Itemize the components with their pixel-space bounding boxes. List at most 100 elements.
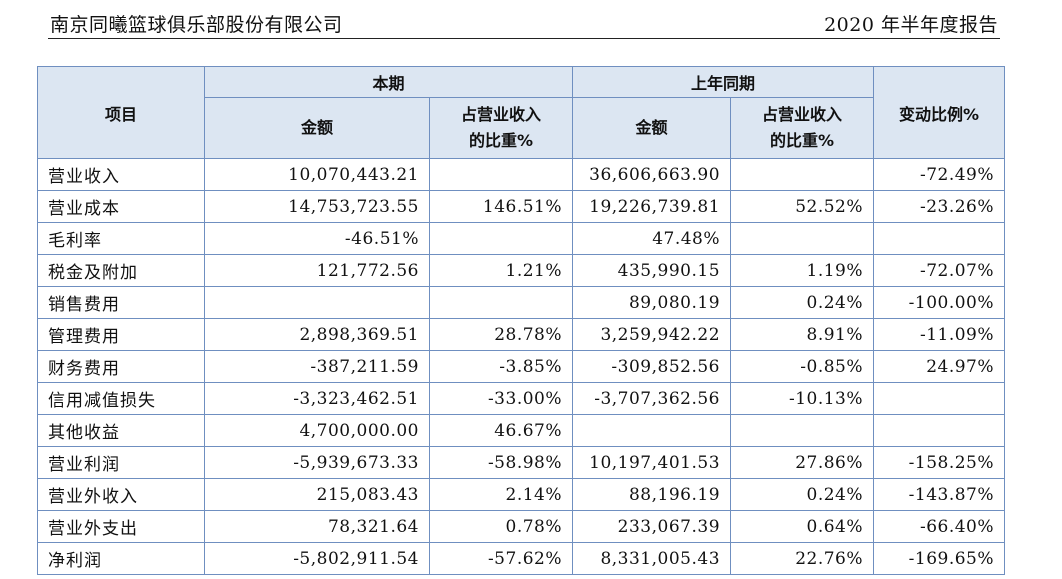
table-row: 营业外收入 215,083.43 2.14% 88,196.19 0.24% -143.8…: [37, 478, 1006, 511]
prior-amount-cell: [572, 414, 732, 447]
current-ratio-cell: -57.62%: [428, 542, 574, 575]
table-row: 营业外支出 78,321.64 0.78% 233,067.39 0.64% -66.40…: [37, 510, 1006, 543]
prior-amount-cell: 88,196.19: [572, 478, 732, 511]
table-row: 信用减值损失 -3,323,462.51 -33.00% -3,707,362.56-…: [37, 382, 1006, 415]
change-ratio-cell: 24.97%: [873, 350, 1006, 383]
header-prior-period: 上年同期: [572, 66, 875, 98]
row-item-cell: 营业成本: [37, 190, 205, 223]
header-prior-amount: 金额: [572, 97, 732, 159]
current-amount-cell: -5,939,673.33: [204, 446, 430, 479]
change-ratio-cell: -11.09%: [873, 318, 1006, 351]
current-ratio-cell: [428, 222, 574, 255]
header-change: 变动比例%: [873, 66, 1006, 159]
change-ratio-cell: -72.49%: [873, 158, 1006, 191]
header-current-period: 本期: [203, 66, 574, 98]
row-item-cell: 其他收益: [37, 414, 205, 447]
current-ratio-cell: 46.67%: [428, 414, 574, 447]
prior-amount-cell: 8,331,005.43: [572, 542, 732, 575]
prior-ratio-cell: 0.64%: [730, 510, 875, 543]
row-item-cell: 净利润: [37, 542, 205, 575]
prior-ratio-cell: -0.85%: [730, 350, 875, 383]
change-ratio-cell: -66.40%: [873, 510, 1006, 543]
current-amount-cell: 10,070,443.21: [204, 158, 430, 191]
table-row: 税金及附加 121,772.56 1.21% 435,990.15 1.19% -72.0…: [37, 254, 1006, 287]
prior-amount-cell: -3,707,362.56: [572, 382, 732, 415]
current-amount-cell: 2,898,369.51: [204, 318, 430, 351]
current-ratio-cell: [428, 286, 574, 319]
prior-ratio-cell: 8.91%: [730, 318, 875, 351]
current-ratio-cell: 146.51%: [428, 190, 574, 223]
prior-amount-cell: 233,067.39: [572, 510, 732, 543]
prior-amount-cell: 435,990.15: [572, 254, 732, 287]
change-ratio-cell: [873, 414, 1006, 447]
table-row: 毛利率 -46.51% 47.48%: [37, 222, 1006, 255]
change-ratio-cell: -143.87%: [873, 478, 1006, 511]
prior-amount-cell: 10,197,401.53: [572, 446, 732, 479]
table-row: 其他收益 4,700,000.00 46.67%: [37, 414, 1006, 447]
prior-amount-cell: 3,259,942.22: [572, 318, 732, 351]
change-ratio-cell: -100.00%: [873, 286, 1006, 319]
current-ratio-cell: 28.78%: [428, 318, 574, 351]
prior-ratio-cell: [730, 222, 875, 255]
prior-ratio-cell: 22.76%: [730, 542, 875, 575]
current-amount-cell: 121,772.56: [204, 254, 430, 287]
current-ratio-cell: -3.85%: [428, 350, 574, 383]
row-item-cell: 营业外支出: [37, 510, 205, 543]
prior-ratio-cell: [730, 414, 875, 447]
current-ratio-cell: [428, 158, 574, 191]
table-row: 财务费用 -387,211.59 -3.85% -309,852.56 -0.85% 24…: [37, 350, 1006, 383]
prior-ratio-cell: -10.13%: [730, 382, 875, 415]
row-item-cell: 管理费用: [37, 318, 205, 351]
prior-ratio-cell: [730, 158, 875, 191]
table-row: 营业利润 -5,939,673.33 -58.98% 10,197,401.53 27.…: [37, 446, 1006, 479]
row-item-cell: 销售费用: [37, 286, 205, 319]
table-body: 营业收入 10,070,443.21 36,606,663.90 -72.49% 营业成…: [37, 158, 1006, 575]
change-ratio-cell: -23.26%: [873, 190, 1006, 223]
income-statement-table: 项目 本期 上年同期 变动比例% 金额 占营业收入 的比重% 金额 占营业收入 …: [37, 66, 1006, 575]
prior-ratio-cell: 0.24%: [730, 478, 875, 511]
current-amount-cell: -387,211.59: [204, 350, 430, 383]
row-item-cell: 毛利率: [37, 222, 205, 255]
prior-amount-cell: -309,852.56: [572, 350, 732, 383]
current-amount-cell: 14,753,723.55: [204, 190, 430, 223]
table-row: 营业成本 14,753,723.55 146.51% 19,226,739.81 52.…: [37, 190, 1006, 223]
prior-amount-cell: 36,606,663.90: [572, 158, 732, 191]
row-item-cell: 信用减值损失: [37, 382, 205, 415]
row-item-cell: 营业外收入: [37, 478, 205, 511]
prior-amount-cell: 19,226,739.81: [572, 190, 732, 223]
report-title: 2020 年半年度报告: [824, 14, 998, 36]
change-ratio-cell: [873, 382, 1006, 415]
page-header: 南京同曦篮球俱乐部股份有限公司 2020 年半年度报告: [48, 6, 1000, 39]
prior-ratio-cell: 0.24%: [730, 286, 875, 319]
table-row: 销售费用 89,080.19 0.24% -100.00%: [37, 286, 1006, 319]
change-ratio-cell: -158.25%: [873, 446, 1006, 479]
current-amount-cell: 4,700,000.00: [204, 414, 430, 447]
current-amount-cell: 215,083.43: [204, 478, 430, 511]
prior-amount-cell: 89,080.19: [572, 286, 732, 319]
header-prior-ratio: 占营业收入 的比重%: [730, 97, 875, 159]
table-row: 营业收入 10,070,443.21 36,606,663.90 -72.49%: [37, 158, 1006, 191]
row-item-cell: 税金及附加: [37, 254, 205, 287]
current-amount-cell: -46.51%: [204, 222, 430, 255]
prior-amount-cell: 47.48%: [572, 222, 732, 255]
row-item-cell: 营业利润: [37, 446, 205, 479]
current-ratio-cell: -58.98%: [428, 446, 574, 479]
current-amount-cell: [204, 286, 430, 319]
change-ratio-cell: [873, 222, 1006, 255]
header-current-ratio: 占营业收入 的比重%: [428, 97, 574, 159]
prior-ratio-cell: 27.86%: [730, 446, 875, 479]
row-item-cell: 营业收入: [37, 158, 205, 191]
current-ratio-cell: -33.00%: [428, 382, 574, 415]
table-row: 管理费用 2,898,369.51 28.78% 3,259,942.22 8.91% -…: [37, 318, 1006, 351]
company-name: 南京同曦篮球俱乐部股份有限公司: [50, 14, 343, 36]
current-amount-cell: -5,802,911.54: [204, 542, 430, 575]
row-item-cell: 财务费用: [37, 350, 205, 383]
change-ratio-cell: -72.07%: [873, 254, 1006, 287]
header-item: 项目: [37, 66, 205, 159]
current-amount-cell: 78,321.64: [204, 510, 430, 543]
change-ratio-cell: -169.65%: [873, 542, 1006, 575]
header-current-amount: 金额: [204, 97, 430, 159]
prior-ratio-cell: 52.52%: [730, 190, 875, 223]
table-row: 净利润 -5,802,911.54 -57.62% 8,331,005.43 22.76…: [37, 542, 1006, 575]
prior-ratio-cell: 1.19%: [730, 254, 875, 287]
